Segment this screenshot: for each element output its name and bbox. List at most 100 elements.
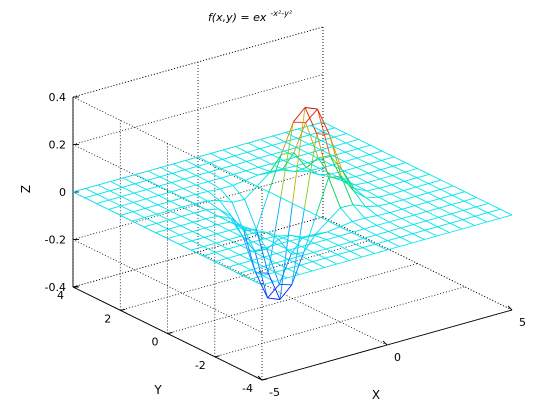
- box-edge: [322, 216, 513, 311]
- mesh-segment: [437, 222, 451, 228]
- mesh-segment: [181, 206, 195, 214]
- mesh-segment: [425, 216, 439, 222]
- mesh-segment: [318, 174, 331, 178]
- mesh-segment: [159, 172, 173, 178]
- mesh-segment: [438, 213, 452, 218]
- mesh-segment: [217, 221, 231, 226]
- mesh-segment: [256, 185, 270, 193]
- mesh-segment: [312, 261, 325, 268]
- mesh-segment: [208, 171, 222, 179]
- mesh-segment: [272, 141, 285, 146]
- z-tick-label: 0: [59, 186, 66, 199]
- mesh-segment: [320, 158, 333, 166]
- mesh-segment: [338, 232, 352, 237]
- mesh-segment: [320, 149, 333, 157]
- mesh-segment: [330, 176, 343, 182]
- mesh-segment: [343, 176, 356, 180]
- mesh-segment: [450, 209, 464, 215]
- mesh-segment: [281, 152, 295, 171]
- mesh-segment: [245, 174, 258, 181]
- mesh-segment: [167, 238, 180, 245]
- mesh-segment: [355, 176, 368, 183]
- mesh-segment: [288, 255, 302, 260]
- mesh-segment: [291, 252, 305, 285]
- mesh-segment: [437, 226, 450, 233]
- mesh-segment: [343, 170, 356, 178]
- mesh-segment: [350, 237, 364, 243]
- mesh-segment: [425, 220, 438, 228]
- mesh-segment: [401, 214, 415, 219]
- mesh-segment: [195, 194, 208, 202]
- mesh-segment: [246, 157, 260, 163]
- mesh-segment: [287, 264, 301, 270]
- mesh-segment: [185, 160, 198, 167]
- mesh-segment: [425, 229, 438, 237]
- mesh-segment: [271, 154, 284, 161]
- mesh-segment: [313, 248, 327, 253]
- mesh-segment: [328, 134, 342, 177]
- mesh-segment: [179, 240, 192, 245]
- mesh-segment: [461, 225, 475, 230]
- mesh-segment: [463, 197, 477, 202]
- mesh-segment: [215, 251, 228, 259]
- mesh-segment: [450, 213, 463, 221]
- mesh-segment: [203, 246, 216, 253]
- mesh-segment: [292, 107, 306, 123]
- mesh-segment: [180, 225, 193, 232]
- mesh-segment: [222, 149, 235, 157]
- mesh-segment: [272, 132, 286, 137]
- mesh-segment: [191, 240, 204, 248]
- mesh-segment: [234, 151, 248, 157]
- mesh-segment: [158, 191, 172, 196]
- mesh-segment: [356, 154, 370, 159]
- mesh-segment: [499, 214, 513, 219]
- mesh-segment: [121, 192, 135, 198]
- y-tick-label: -2: [195, 359, 206, 372]
- mesh-segment: [147, 176, 160, 181]
- mesh-segment: [366, 196, 379, 199]
- mesh-segment: [452, 194, 465, 202]
- mesh-segment: [280, 122, 294, 155]
- mesh-segment: [426, 211, 439, 218]
- mesh-segment: [350, 250, 363, 258]
- mesh-segment: [206, 208, 219, 211]
- mesh-segment: [220, 177, 234, 186]
- mesh-segment: [144, 213, 158, 219]
- mesh-segment: [438, 216, 451, 224]
- mesh-segment: [452, 191, 465, 196]
- z-tick-label: 0.2: [49, 139, 67, 152]
- mesh-segment: [324, 263, 338, 268]
- z-tick-label: 0.4: [49, 91, 67, 104]
- mesh-segment: [363, 234, 377, 239]
- mesh-segment: [357, 144, 371, 150]
- y-tick-mark: [167, 332, 173, 334]
- mesh-segment: [183, 188, 196, 195]
- mesh-segment: [338, 241, 352, 246]
- mesh-segment: [381, 159, 394, 167]
- mesh-segment: [122, 177, 135, 185]
- mesh-segment: [290, 236, 304, 255]
- mesh-segment: [194, 203, 207, 211]
- mesh-segment: [156, 210, 170, 215]
- mesh-segment: [352, 204, 366, 207]
- mesh-segment: [381, 150, 395, 158]
- mesh-segment: [258, 166, 271, 173]
- mesh-segment: [439, 194, 453, 200]
- mesh-segment: [255, 229, 269, 274]
- mesh-segment: [329, 155, 343, 181]
- mesh-segment: [218, 208, 231, 219]
- mesh-segment: [216, 233, 229, 241]
- mesh-segment: [108, 199, 122, 207]
- mesh-segment: [265, 231, 279, 240]
- mesh-segment: [297, 134, 310, 139]
- mesh-segment: [301, 242, 315, 248]
- mesh-segment: [145, 198, 158, 206]
- mesh-segment: [368, 159, 382, 165]
- mesh-segment: [238, 263, 252, 271]
- mesh-segment: [193, 212, 206, 220]
- mesh-segment: [240, 244, 253, 252]
- mesh-segment: [191, 236, 205, 242]
- mesh-segment: [108, 196, 122, 201]
- mesh-segment: [227, 244, 241, 250]
